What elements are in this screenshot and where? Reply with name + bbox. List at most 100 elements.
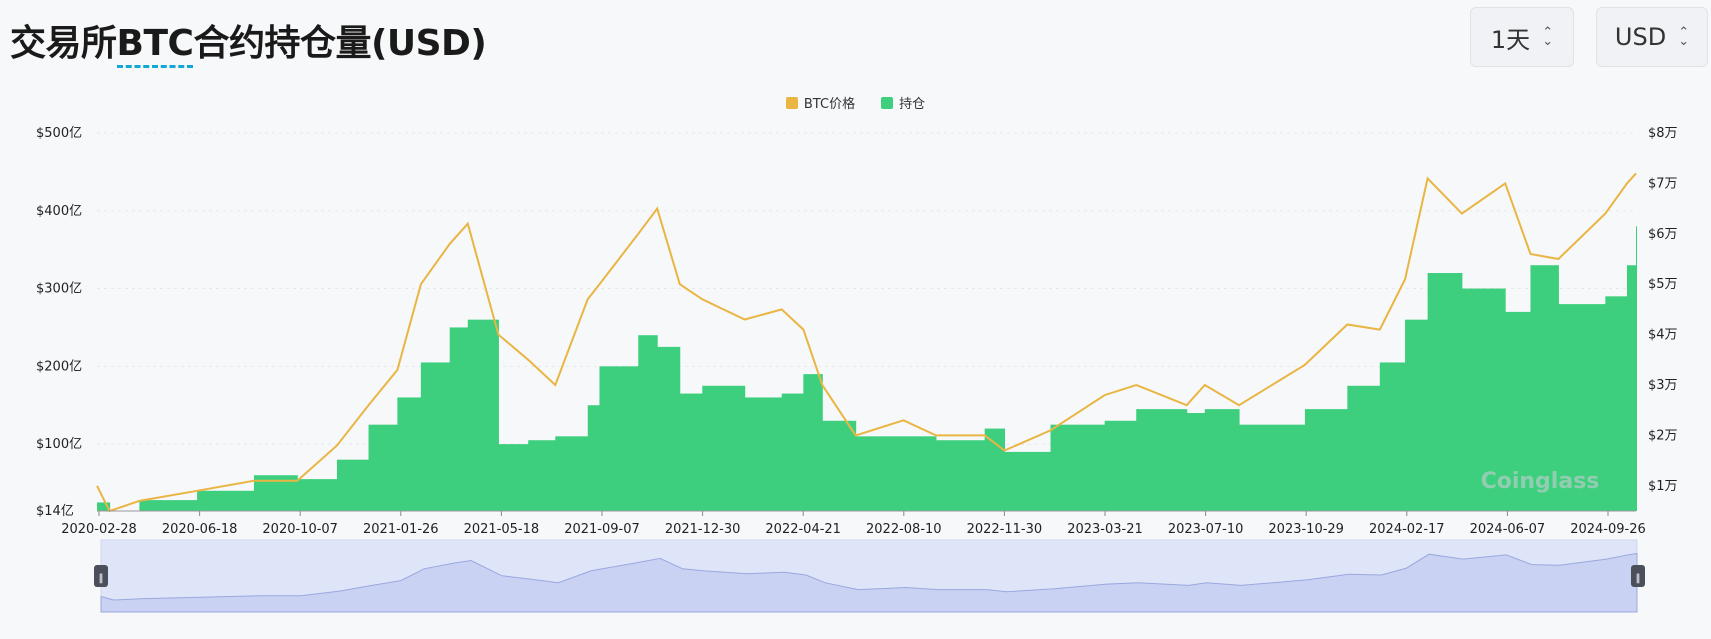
right-axis-tick-label: $2万 bbox=[1648, 428, 1678, 443]
x-axis-tick-label: 2023-03-21 bbox=[1067, 522, 1143, 537]
open-interest-bar bbox=[855, 436, 904, 511]
currency-value: USD bbox=[1614, 23, 1667, 51]
open-interest-bar bbox=[197, 490, 255, 511]
open-interest-bar bbox=[638, 335, 658, 511]
open-interest-bar bbox=[1405, 319, 1429, 511]
open-interest-bar bbox=[744, 397, 783, 511]
x-axis-tick-label: 2021-05-18 bbox=[464, 522, 540, 537]
open-interest-bar bbox=[1186, 413, 1206, 511]
open-interest-bar bbox=[97, 502, 111, 511]
range-navigator[interactable]: ‖ ‖ bbox=[94, 539, 1645, 613]
right-axis-tick-label: $4万 bbox=[1648, 328, 1678, 343]
x-axis-tick-label: 2024-06-07 bbox=[1470, 522, 1546, 537]
x-axis-tick-label: 2022-11-30 bbox=[967, 522, 1043, 537]
x-axis-tick-label: 2020-06-18 bbox=[162, 522, 238, 537]
period-value: 1天 bbox=[1490, 25, 1531, 54]
x-axis-tick-label: 2023-07-10 bbox=[1168, 522, 1244, 537]
open-interest-bar bbox=[498, 444, 529, 511]
right-axis-tick-label: $8万 bbox=[1648, 126, 1678, 141]
watermark-logo: Coinglass bbox=[1481, 469, 1600, 494]
open-interest-bar bbox=[803, 374, 823, 511]
open-interest-bar bbox=[903, 436, 937, 511]
open-interest-bar bbox=[1239, 424, 1306, 511]
up-down-chevron-icon: ⌃ ⌄ bbox=[1678, 25, 1690, 49]
open-interest-bar bbox=[984, 428, 1006, 511]
left-axis-tick-label: $500亿 bbox=[36, 126, 82, 141]
open-interest-bar bbox=[297, 479, 338, 511]
navigator-preview-line bbox=[100, 552, 1638, 613]
open-interest-bar bbox=[139, 500, 198, 511]
open-interest-bar bbox=[1505, 311, 1531, 511]
open-interest-bar bbox=[657, 346, 681, 511]
open-interest-bar bbox=[781, 393, 804, 511]
open-interest-bar bbox=[679, 393, 703, 511]
open-interest-bar bbox=[555, 436, 589, 511]
x-axis-tick-label: 2021-12-30 bbox=[665, 522, 741, 537]
chart-legend: BTC价格 持仓 bbox=[0, 93, 1711, 112]
open-interest-bar bbox=[1558, 304, 1606, 511]
open-interest-bar bbox=[1626, 265, 1637, 511]
period-select[interactable]: 1天 ⌃ ⌄ bbox=[1470, 7, 1574, 67]
open-interest-bar bbox=[822, 420, 857, 511]
left-axis-tick-label: $100亿 bbox=[36, 437, 82, 452]
title-suffix: 合约持仓量(USD) bbox=[193, 23, 487, 64]
open-interest-bar bbox=[1304, 409, 1348, 511]
legend-swatch-open-interest bbox=[881, 96, 894, 109]
open-interest-bar bbox=[1004, 451, 1052, 511]
open-interest-bar bbox=[449, 327, 469, 511]
right-axis-tick-label: $6万 bbox=[1648, 227, 1678, 242]
left-axis-tick-label: $14亿 bbox=[36, 504, 74, 519]
x-axis-tick-label: 2021-09-07 bbox=[564, 522, 640, 537]
open-interest-bar bbox=[336, 459, 370, 511]
title-highlight[interactable]: BTC bbox=[116, 23, 194, 68]
open-interest-bar bbox=[1379, 362, 1406, 511]
open-interest-bar bbox=[1605, 296, 1628, 511]
left-axis-tick-label: $400亿 bbox=[36, 204, 82, 219]
open-interest-bar bbox=[1461, 288, 1506, 511]
up-down-chevron-icon: ⌃ ⌄ bbox=[1542, 25, 1554, 49]
open-interest-bar bbox=[587, 405, 600, 511]
left-axis-tick-label: $200亿 bbox=[36, 359, 82, 374]
x-axis-tick-label: 2020-10-07 bbox=[262, 522, 338, 537]
drag-handle-icon: ‖ bbox=[1636, 573, 1641, 584]
open-interest-bar bbox=[1050, 424, 1106, 511]
x-axis-tick-label: 2021-01-26 bbox=[363, 522, 439, 537]
left-axis-tick-label: $300亿 bbox=[36, 282, 82, 297]
open-interest-bar bbox=[1530, 265, 1559, 511]
navigator-left-handle[interactable] bbox=[94, 565, 108, 587]
right-axis-tick-label: $1万 bbox=[1648, 479, 1678, 494]
open-interest-bar bbox=[1347, 385, 1381, 511]
x-axis-tick-label: 2024-09-26 bbox=[1570, 522, 1646, 537]
x-axis-tick-label: 2024-02-17 bbox=[1369, 522, 1445, 537]
open-interest-bar bbox=[935, 440, 986, 511]
x-axis-tick-label: 2022-04-21 bbox=[765, 522, 841, 537]
open-interest-bar bbox=[1104, 420, 1137, 511]
navigator-right-handle[interactable] bbox=[1631, 565, 1645, 587]
legend-item-btc-price[interactable]: BTC价格 bbox=[785, 93, 856, 112]
open-interest-bar bbox=[397, 397, 422, 511]
open-interest-bars bbox=[97, 226, 1637, 512]
right-axis-ticks: $1万 $2万 $3万 $4万 $5万 $6万 $7万 $8万 bbox=[1648, 126, 1678, 494]
open-interest-bar bbox=[1636, 226, 1637, 512]
open-interest-bar bbox=[1204, 409, 1240, 511]
open-interest-bar bbox=[1136, 409, 1188, 511]
legend-item-open-interest[interactable]: 持仓 bbox=[881, 93, 925, 112]
legend-label-btc-price: BTC价格 bbox=[803, 97, 856, 112]
open-interest-bar bbox=[599, 366, 639, 511]
open-interest-bar bbox=[528, 440, 556, 511]
x-axis-tick-label: 2023-10-29 bbox=[1268, 522, 1344, 537]
open-interest-bar bbox=[368, 424, 398, 511]
right-axis-tick-label: $5万 bbox=[1648, 277, 1678, 292]
open-interest-bar bbox=[420, 362, 451, 511]
legend-label-open-interest: 持仓 bbox=[899, 97, 926, 112]
right-axis-tick-label: $3万 bbox=[1648, 378, 1678, 393]
x-axis-tick-label: 2020-02-28 bbox=[61, 522, 137, 537]
right-axis-tick-label: $7万 bbox=[1648, 176, 1678, 191]
open-interest-bar bbox=[1427, 273, 1463, 511]
open-interest-bar bbox=[702, 385, 746, 511]
legend-swatch-btc-price bbox=[785, 96, 798, 109]
left-axis-ticks: $14亿 $100亿 $200亿 $300亿 $400亿 $500亿 bbox=[36, 126, 82, 519]
currency-select[interactable]: USD ⌃ ⌄ bbox=[1596, 7, 1708, 67]
page-title: 交易所BTC合约持仓量(USD) bbox=[10, 14, 487, 68]
x-axis-ticks: 2020-02-28 2020-06-18 2020-10-07 2021-01-26… bbox=[61, 510, 1646, 537]
